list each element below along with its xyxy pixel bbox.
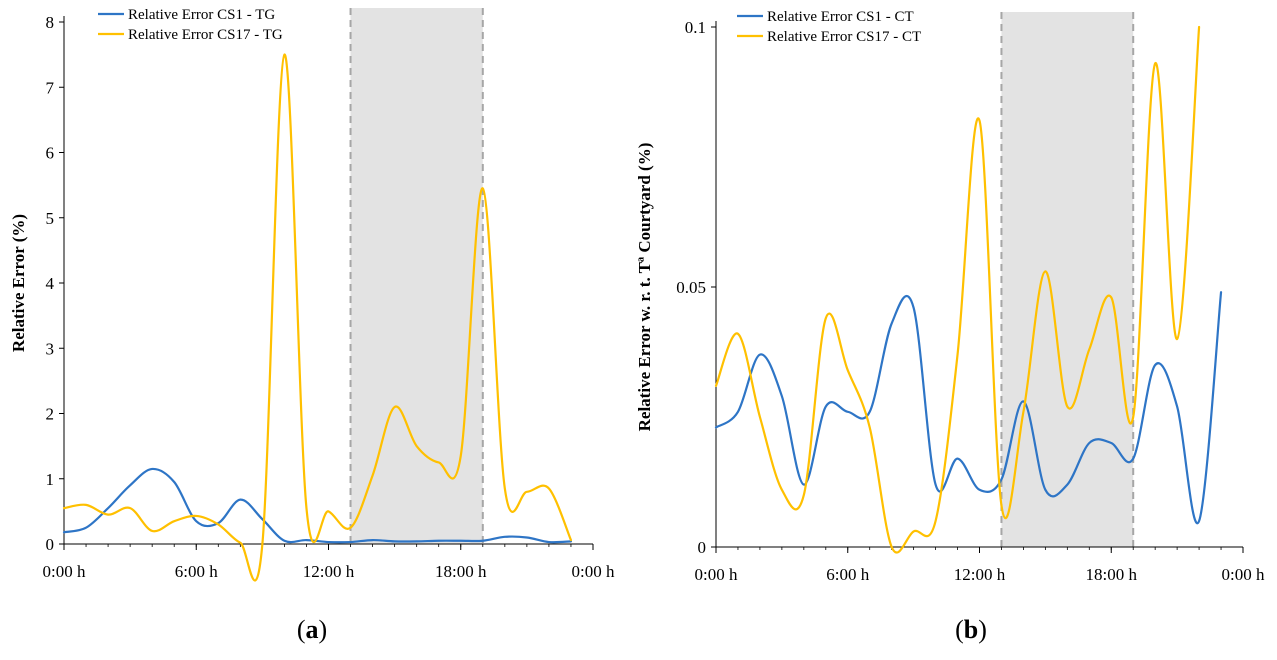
- x-tick-label: 0:00 h: [695, 565, 738, 584]
- caption-paren-open: (: [297, 615, 306, 644]
- legend-label: Relative Error CS1 - TG: [128, 7, 275, 23]
- caption-paren-close: ): [319, 615, 328, 644]
- y-tick-label: 5: [46, 209, 55, 228]
- y-tick-label: 8: [46, 13, 55, 32]
- x-tick-label: 0:00 h: [43, 562, 86, 581]
- series-line-1: [714, 291, 1223, 525]
- y-tick-label: 0: [698, 538, 707, 557]
- chart-panel-a: 0:00 h 6:00 h 12:00 h 18:00 h 0:00 h 0 1 2 3 4 5 6 7…: [9, 7, 615, 644]
- y-tick-label: 3: [46, 339, 55, 358]
- y-tick-label: 0.1: [685, 18, 706, 37]
- panel-caption: (a): [297, 615, 327, 644]
- panel-caption: (b): [955, 615, 987, 644]
- legend-label: Relative Error CS17 - CT: [767, 29, 921, 45]
- caption-letter: a: [306, 615, 319, 644]
- y-tick-label: 6: [46, 144, 55, 163]
- legend-label: Relative Error CS17 - TG: [128, 27, 283, 43]
- x-tick-label: 12:00 h: [303, 562, 355, 581]
- x-tick-label: 0:00 h: [1222, 565, 1265, 584]
- caption-letter: b: [964, 615, 978, 644]
- y-tick-label: 4: [46, 274, 55, 293]
- x-tick-label: 18:00 h: [435, 562, 487, 581]
- x-tick-label: 18:00 h: [1086, 565, 1138, 584]
- y-tick-label: 1: [46, 470, 55, 489]
- x-tick-label: 0:00 h: [572, 562, 615, 581]
- legend-label: Relative Error CS1 - CT: [767, 9, 914, 25]
- series-line-2: [714, 25, 1201, 554]
- shaded-band: [1001, 12, 1134, 547]
- y-axis-title: Relative Error (%): [9, 214, 28, 352]
- y-axis-title: Relative Error w. r. t. Tª Courtyard (%): [635, 143, 654, 432]
- series-line-1: [62, 467, 573, 544]
- y-tick-label: 7: [46, 78, 55, 97]
- y-tick-label: 0: [46, 535, 55, 554]
- y-tick-label: 2: [46, 405, 55, 424]
- shaded-band: [350, 8, 483, 544]
- series-line-2: [62, 53, 573, 582]
- caption-paren-close: ): [978, 615, 987, 644]
- caption-paren-open: (: [955, 615, 964, 644]
- y-tick-label: 0.05: [676, 278, 706, 297]
- x-tick-label: 6:00 h: [175, 562, 218, 581]
- chart-panel-b: 0:00 h 6:00 h 12:00 h 18:00 h 0:00 h 0 0.05 0.1…: [635, 9, 1265, 644]
- x-tick-label: 12:00 h: [954, 565, 1006, 584]
- x-tick-label: 6:00 h: [826, 565, 869, 584]
